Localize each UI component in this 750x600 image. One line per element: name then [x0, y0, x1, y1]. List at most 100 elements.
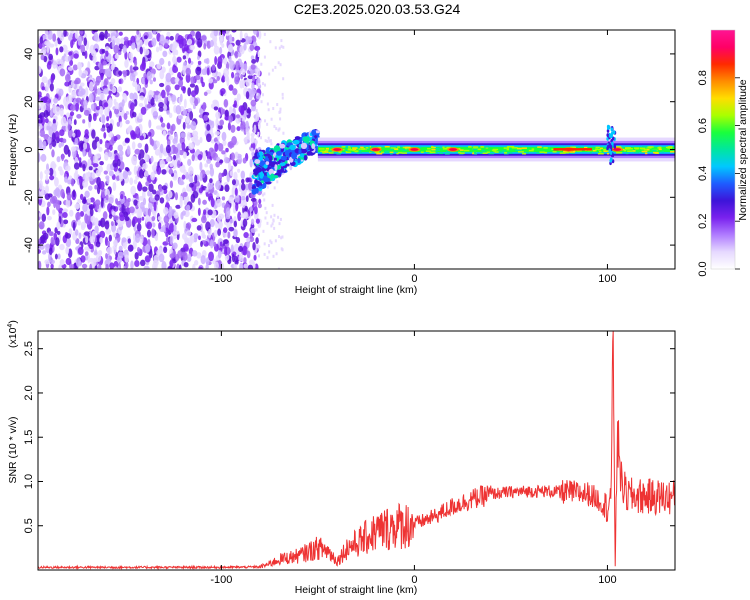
noise-blob — [38, 51, 44, 56]
carrier-texture — [320, 150, 325, 153]
noise-blob — [84, 50, 88, 60]
carrier-texture — [646, 149, 650, 151]
noise-speck — [280, 39, 283, 43]
carrier-texture — [347, 148, 353, 151]
noise-blob — [205, 221, 211, 232]
noise-blob — [74, 102, 79, 112]
noise-blob — [143, 35, 148, 40]
noise-blob — [165, 144, 171, 154]
noise-blob — [204, 163, 209, 168]
noise-blob — [179, 198, 183, 208]
noise-blob — [82, 119, 86, 124]
carrier-texture — [517, 147, 522, 150]
noise-blob — [183, 98, 187, 109]
disturbance-blob — [606, 125, 610, 130]
transition-blob — [273, 157, 277, 161]
noise-blob — [218, 213, 225, 220]
noise-blob — [230, 152, 236, 161]
noise-blob — [46, 125, 50, 131]
snr-series — [38, 331, 675, 570]
noise-speck — [267, 244, 270, 248]
noise-blob — [110, 221, 114, 227]
noise-blob — [171, 123, 176, 132]
noise-blob — [159, 116, 164, 123]
noise-blob — [118, 102, 124, 112]
noise-blob — [68, 51, 73, 56]
x-tick-label: 100 — [598, 273, 616, 285]
noise-blob — [148, 94, 153, 100]
carrier-texture — [661, 151, 665, 153]
carrier-texture — [657, 147, 662, 149]
noise-blob — [74, 229, 79, 236]
disturbance-blob — [611, 153, 615, 158]
carrier-texture — [420, 151, 424, 154]
noise-blob — [106, 177, 110, 185]
carrier-texture — [501, 150, 506, 152]
noise-blob — [59, 46, 64, 53]
carrier-texture — [552, 151, 557, 153]
noise-blob — [220, 185, 224, 192]
peak-spot — [449, 148, 458, 151]
noise-blob — [206, 158, 212, 164]
noise-blob — [253, 124, 257, 134]
noise-blob — [213, 261, 219, 269]
noise-blob — [176, 160, 181, 169]
noise-blob — [108, 131, 114, 138]
noise-blob — [49, 175, 55, 181]
noise-blob — [131, 155, 138, 166]
noise-blob — [92, 30, 99, 33]
noise-blob — [109, 110, 112, 119]
noise-blob — [155, 90, 160, 96]
noise-blob — [213, 30, 219, 37]
carrier-texture — [358, 148, 365, 150]
carrier-texture — [327, 150, 332, 152]
noise-blob — [113, 135, 118, 142]
carrier-texture — [536, 152, 541, 154]
noise-speck — [273, 213, 276, 217]
noise-blob — [106, 115, 110, 122]
noise-blob — [203, 42, 207, 50]
noise-blob — [166, 110, 170, 115]
carrier-texture — [369, 150, 372, 153]
noise-blob — [225, 207, 231, 217]
transition-blob — [263, 164, 268, 169]
noise-blob — [41, 76, 48, 84]
noise-blob — [233, 220, 238, 228]
transition-blob — [280, 166, 285, 173]
carrier-texture — [537, 146, 542, 148]
carrier-texture — [644, 152, 648, 155]
noise-blob — [84, 87, 89, 97]
transition-blob — [274, 145, 278, 153]
noise-blob — [215, 198, 222, 208]
noise-blob — [238, 254, 244, 262]
carrier-texture — [567, 151, 572, 154]
noise-blob — [210, 197, 215, 208]
noise-blob — [55, 237, 60, 247]
noise-blob — [136, 223, 142, 232]
noise-blob — [39, 36, 44, 45]
noise-blob — [182, 121, 186, 130]
noise-blob — [133, 199, 138, 206]
carrier-texture — [442, 148, 449, 150]
noise-blob — [104, 188, 110, 198]
carrier-texture — [484, 146, 490, 148]
noise-blob — [139, 63, 146, 72]
noise-blob — [231, 179, 236, 186]
noise-blob — [187, 87, 192, 97]
noise-blob — [38, 42, 43, 50]
noise-blob — [198, 235, 201, 241]
noise-blob — [205, 170, 211, 176]
noise-speck — [273, 226, 276, 230]
noise-blob — [50, 259, 55, 265]
noise-blob — [79, 193, 84, 201]
chart-title: C2E3.2025.020.03.53.G24 — [294, 1, 461, 17]
noise-blob — [257, 121, 261, 130]
noise-blob — [197, 207, 201, 217]
disturbance-blob — [612, 130, 616, 135]
x-tick-label: -100 — [210, 574, 232, 586]
noise-blob — [186, 230, 192, 236]
colorbar-frame — [710, 29, 736, 270]
spectrogram-xlabel: Height of straight line (km) — [295, 284, 418, 296]
noise-blob — [138, 195, 144, 201]
carrier-texture — [459, 149, 464, 151]
